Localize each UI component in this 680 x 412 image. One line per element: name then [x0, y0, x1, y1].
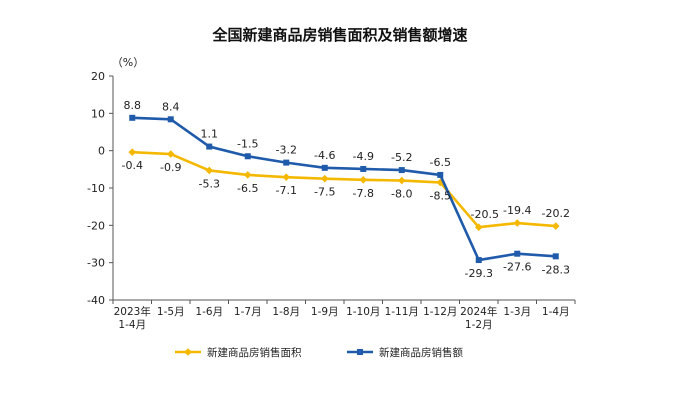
- chart-title: 全国新建商品房销售面积及销售额增速: [212, 26, 468, 44]
- x-tick-label: 2023年 1-4月: [114, 305, 151, 331]
- data-point-sales: [321, 164, 328, 171]
- axes: （%） 20 10 0 -10 -20 -30 -40 2023年 1-4月 1-5月 1-6月 1-7…: [87, 56, 576, 331]
- series-layer: [128, 114, 560, 264]
- data-point-sales: [514, 250, 521, 257]
- y-tick-label: 0: [98, 145, 105, 158]
- x-tick-label: 1-4月: [542, 306, 570, 318]
- data-point-sales: [206, 143, 213, 150]
- data-label-area: -8.0: [391, 188, 412, 201]
- data-label-sales: -5.2: [391, 151, 412, 164]
- y-tick-label: 10: [91, 107, 105, 120]
- y-axis-unit: （%）: [112, 56, 144, 69]
- y-tick-label: -30: [87, 257, 105, 270]
- x-tick-label: 1-7月: [234, 306, 262, 318]
- x-tick-label: 1-9月: [311, 306, 339, 318]
- data-point-sales: [244, 153, 251, 160]
- data-point-area: [205, 166, 214, 175]
- series-line-2: [132, 116, 556, 262]
- legend: 新建商品房销售面积 新建商品房销售额: [175, 346, 463, 359]
- data-point-sales: [129, 114, 136, 121]
- data-point-area: [128, 148, 137, 156]
- data-label-area: -7.5: [314, 186, 335, 199]
- data-point-area: [474, 223, 483, 231]
- data-label-area: -20.5: [471, 208, 499, 221]
- data-labels: -0.4 -0.9 -5.3 -6.5 -7.1 -7.5 -7.8 -8.0 -8.5 -20.…: [122, 99, 570, 280]
- data-label-sales: -27.6: [503, 261, 531, 274]
- data-label-area: -19.4: [503, 204, 531, 217]
- data-point-sales: [360, 165, 367, 172]
- legend-label: 新建商品房销售面积: [207, 346, 302, 359]
- data-label-area: -0.9: [160, 161, 181, 174]
- data-point-area: [397, 176, 406, 185]
- data-label-sales: -6.5: [430, 156, 451, 169]
- data-point-area: [513, 219, 522, 227]
- data-point-area: [551, 222, 560, 230]
- data-label-sales: 1.1: [201, 128, 219, 141]
- data-label-sales: 8.8: [124, 99, 142, 112]
- x-tick-label: 1-10月: [346, 306, 380, 318]
- data-label-area: -8.5: [430, 189, 451, 202]
- data-point-sales: [283, 159, 290, 166]
- legend-marker: [357, 349, 363, 355]
- data-label-area: -5.3: [199, 177, 220, 190]
- data-label-sales: -4.9: [353, 150, 374, 163]
- x-tick-label: 1-6月: [195, 306, 223, 318]
- x-tick-label: 1-3月: [503, 306, 531, 318]
- series-line-1: [132, 150, 556, 229]
- data-point-sales: [475, 257, 482, 264]
- data-point-sales: [437, 171, 444, 178]
- x-tick-label: 1-11月: [385, 306, 419, 318]
- x-tick-label: 1-8月: [272, 306, 300, 318]
- data-label-sales: 8.4: [162, 100, 180, 113]
- data-point-sales: [398, 167, 405, 174]
- data-label-sales: -1.5: [237, 137, 258, 150]
- x-tick-label: 1-12月: [423, 306, 457, 318]
- data-label-area: -6.5: [237, 182, 258, 195]
- y-tick-label: -20: [87, 219, 105, 232]
- data-point-area: [243, 171, 252, 179]
- data-point-sales: [167, 116, 174, 123]
- data-point-area: [282, 173, 291, 181]
- data-label-area: -0.4: [122, 159, 143, 172]
- data-label-area: -7.8: [353, 187, 374, 200]
- data-label-area: -7.1: [276, 184, 297, 197]
- data-label-sales: -28.3: [542, 263, 570, 276]
- legend-marker: [184, 348, 192, 356]
- x-tick-label: 2024年 1-2月: [460, 305, 497, 331]
- data-label-sales: -29.3: [465, 267, 493, 280]
- y-tick-label: -10: [87, 182, 105, 195]
- data-label-area: -20.2: [542, 207, 570, 220]
- data-point-area: [166, 150, 175, 158]
- data-point-sales: [552, 253, 559, 260]
- legend-label: 新建商品房销售额: [379, 346, 463, 359]
- x-tick-label: 1-5月: [157, 306, 185, 318]
- data-point-area: [359, 175, 368, 184]
- y-tick-label: -40: [87, 294, 105, 307]
- data-point-area: [320, 174, 329, 183]
- data-label-sales: -3.2: [276, 144, 297, 157]
- data-label-sales: -4.6: [314, 149, 335, 162]
- y-tick-label: 20: [91, 70, 105, 83]
